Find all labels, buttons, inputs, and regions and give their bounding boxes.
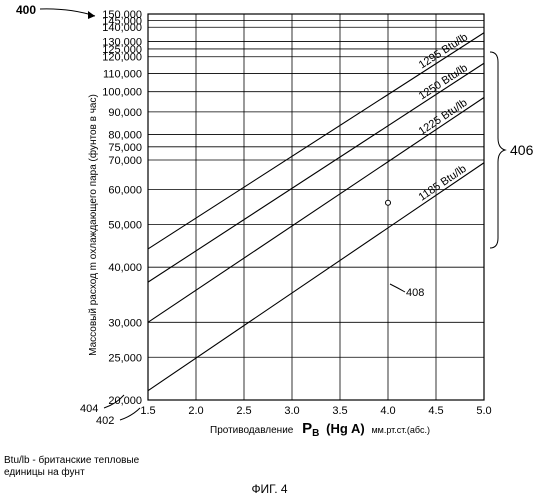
x-tick-label: 1.5 bbox=[140, 405, 155, 417]
y-tick-label: 30,000 bbox=[108, 317, 142, 329]
y-tick-label: 70,000 bbox=[108, 155, 142, 167]
x-tick-labels: 1.5 2.0 2.5 3.0 3.5 4.0 4.5 5.0 bbox=[140, 405, 491, 417]
y-tick-label: 150,000 bbox=[102, 9, 142, 21]
figure-ref-400-arrowhead bbox=[88, 11, 95, 19]
x-tick-label: 2.5 bbox=[236, 405, 251, 417]
y-tick-label: 60,000 bbox=[108, 185, 142, 197]
series-line bbox=[148, 98, 484, 323]
x-axis-label-prefix: Противодавление bbox=[210, 425, 294, 436]
plot-frame bbox=[148, 14, 484, 400]
y-tick-labels: 20,000 25,000 30,000 40,000 50,000 60,000 70,0… bbox=[102, 9, 142, 407]
x-axis-label-suffix: мм.рт.ст.(абс.) bbox=[371, 425, 430, 435]
y-tick-label: 25,000 bbox=[108, 352, 142, 364]
y-tick-label: 50,000 bbox=[108, 219, 142, 231]
figure-ref-400-leader bbox=[40, 9, 95, 16]
x-tick-label: 3.5 bbox=[332, 405, 347, 417]
series-brace bbox=[490, 52, 505, 248]
footnote-line-2: единицы на фунт bbox=[4, 467, 174, 479]
y-tick-label: 130,000 bbox=[102, 36, 142, 48]
figure-caption: ФИГ. 4 bbox=[0, 482, 539, 496]
x-tick-label: 2.0 bbox=[188, 405, 203, 417]
chart-grid bbox=[148, 14, 484, 400]
series-group-ref-406: 406 bbox=[510, 142, 534, 158]
axis-ref-404: 404 bbox=[80, 403, 98, 415]
axis-ref-402: 402 bbox=[96, 415, 114, 427]
y-tick-label: 40,000 bbox=[108, 262, 142, 274]
y-tick-label: 110,000 bbox=[103, 68, 142, 80]
series-label: 1225 Btu/lb bbox=[417, 97, 470, 138]
footnote-line-1: Btu/lb - британские тепловые bbox=[4, 455, 174, 467]
series-line bbox=[148, 63, 484, 282]
x-tick-label: 4.5 bbox=[428, 405, 443, 417]
x-tick-label: 3.0 bbox=[284, 405, 299, 417]
axis-ref-402-leader bbox=[120, 408, 140, 420]
x-tick-label: 5.0 bbox=[476, 405, 491, 417]
footnote: Btu/lb - британские тепловые единицы на … bbox=[4, 455, 174, 479]
point-ref-408-leader bbox=[390, 284, 405, 292]
series-line bbox=[148, 163, 484, 391]
x-axis-label-symbol: P bbox=[302, 420, 312, 437]
marked-point bbox=[386, 200, 391, 205]
y-tick-label: 80,000 bbox=[108, 129, 142, 141]
y-tick-label: 20,000 bbox=[108, 395, 142, 407]
y-axis-label: Массовый расход m охлаждающего пара (фун… bbox=[87, 94, 99, 356]
x-axis-label: Противодавление PB (Hg A) мм.рт.ст.(абс.… bbox=[210, 420, 430, 439]
series-label: 1185 Btu/lb bbox=[417, 163, 469, 204]
x-tick-label: 4.0 bbox=[380, 405, 395, 417]
y-tick-label: 75,000 bbox=[108, 142, 142, 154]
point-ref-408: 408 bbox=[406, 287, 424, 299]
y-tick-label: 100,000 bbox=[102, 87, 142, 99]
x-axis-label-units: (Hg A) bbox=[326, 421, 365, 436]
figure-ref-400: 400 bbox=[16, 3, 36, 17]
x-axis-label-subscript: B bbox=[312, 428, 319, 439]
series-line bbox=[148, 33, 484, 249]
y-tick-label: 90,000 bbox=[108, 107, 142, 119]
